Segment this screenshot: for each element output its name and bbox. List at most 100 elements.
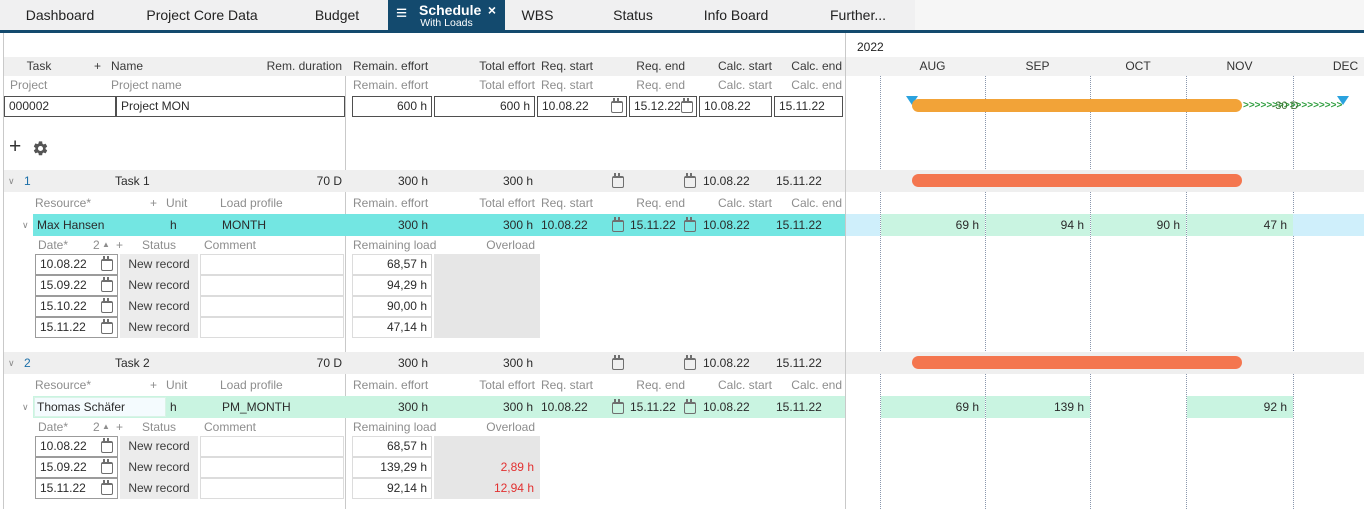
calc-end-value: 15.11.22 bbox=[779, 99, 825, 113]
project-req-end-field[interactable]: 15.12.22 bbox=[629, 96, 697, 117]
tab-info-board[interactable]: Info Board bbox=[703, 7, 769, 23]
record-remaining-load: 94,29 h bbox=[352, 275, 432, 296]
record-comment-field[interactable] bbox=[200, 436, 344, 457]
chevron-down-icon[interactable]: ∨ bbox=[8, 358, 15, 368]
menu-icon[interactable]: ≡ bbox=[396, 3, 408, 24]
chevron-down-icon[interactable]: ∨ bbox=[22, 402, 29, 412]
project-id-field[interactable]: 000002 bbox=[4, 96, 116, 117]
calendar-icon[interactable] bbox=[681, 98, 693, 113]
col-remaining-load: Remaining load bbox=[353, 420, 437, 434]
calendar-icon[interactable] bbox=[612, 399, 624, 414]
add-task-button[interactable]: + bbox=[9, 135, 22, 158]
project-calc-start-field[interactable]: 10.08.22 bbox=[699, 96, 772, 117]
resource-req-end: 15.11.22 bbox=[630, 400, 676, 414]
project-total-effort-field[interactable]: 600 h bbox=[434, 96, 535, 117]
resource-unit: h bbox=[170, 400, 177, 414]
start-date-marker[interactable] bbox=[906, 96, 918, 105]
resource-name-field[interactable] bbox=[34, 397, 166, 417]
task-row[interactable]: ∨ 2 Task 2 70 D 300 h 300 h 10.08.22 15.… bbox=[4, 352, 845, 374]
resource-calc-end: 15.11.22 bbox=[776, 218, 822, 232]
calendar-icon[interactable] bbox=[612, 173, 624, 188]
total-effort-value: 600 h bbox=[499, 99, 530, 113]
add-record-column-button[interactable]: + bbox=[116, 420, 124, 434]
chevron-down-icon[interactable]: ∨ bbox=[8, 176, 15, 186]
active-tab-label: Schedule bbox=[419, 2, 482, 18]
gantt-divider[interactable] bbox=[845, 33, 846, 509]
project-calc-end-field[interactable]: 15.11.22 bbox=[774, 96, 843, 117]
record-comment-field[interactable] bbox=[200, 478, 344, 499]
task-calc-start: 10.08.22 bbox=[703, 174, 750, 188]
add-resource-column-button[interactable]: + bbox=[150, 378, 158, 392]
sort-asc-icon[interactable]: ▲ bbox=[102, 422, 110, 431]
calendar-icon[interactable] bbox=[612, 355, 624, 370]
calendar-icon[interactable] bbox=[101, 298, 113, 313]
calendar-icon[interactable] bbox=[101, 438, 113, 453]
project-gantt-bar[interactable] bbox=[912, 99, 1242, 112]
tab-budget[interactable]: Budget bbox=[314, 7, 360, 23]
sort-indicator[interactable]: 2 bbox=[93, 238, 100, 252]
col-calc-start: Calc. start bbox=[717, 78, 772, 92]
tab-wbs[interactable]: WBS bbox=[521, 7, 554, 23]
settings-gear-icon[interactable] bbox=[32, 140, 49, 157]
record-comment-field[interactable] bbox=[200, 457, 344, 478]
record-date-field[interactable]: 15.09.22 bbox=[35, 457, 118, 478]
project-name-field[interactable]: Project MON bbox=[116, 96, 345, 117]
calendar-icon[interactable] bbox=[612, 217, 624, 232]
tab-status[interactable]: Status bbox=[613, 7, 653, 23]
tab-schedule-active[interactable]: ≡ Schedule × With Loads bbox=[388, 0, 505, 33]
record-comment-field[interactable] bbox=[200, 275, 344, 296]
add-column-button[interactable]: + bbox=[94, 59, 102, 73]
task-calc-start: 10.08.22 bbox=[703, 356, 750, 370]
record-comment-field[interactable] bbox=[200, 296, 344, 317]
end-date-marker[interactable] bbox=[1337, 96, 1349, 105]
resource-row-selected[interactable]: ∨ Max Hansen h MONTH 300 h 300 h 10.08.2… bbox=[4, 214, 845, 236]
tab-dashboard[interactable]: Dashboard bbox=[25, 7, 95, 23]
tab-project-core-data[interactable]: Project Core Data bbox=[146, 7, 258, 23]
resource-row[interactable]: ∨ Thomas Schäfer h PM_MONTH 300 h 300 h … bbox=[4, 396, 845, 418]
task-calc-end: 15.11.22 bbox=[776, 356, 822, 370]
calendar-icon[interactable] bbox=[101, 459, 113, 474]
resource-total-effort: 300 h bbox=[502, 400, 533, 414]
calendar-icon[interactable] bbox=[101, 480, 113, 495]
add-record-column-button[interactable]: + bbox=[116, 238, 124, 252]
calendar-icon[interactable] bbox=[101, 277, 113, 292]
calendar-icon[interactable] bbox=[684, 355, 696, 370]
record-remaining-load: 68,57 h bbox=[352, 436, 432, 457]
record-date-field[interactable]: 10.08.22 bbox=[35, 254, 118, 275]
slack-arrows: >>>>>>>>>>>>>>>>>>>>>>>>>>>> bbox=[1243, 100, 1342, 111]
record-comment-field[interactable] bbox=[200, 254, 344, 275]
col-req-start: Req. start bbox=[541, 196, 594, 210]
record-header-row: Date* 2 ▲ + Status Comment Remaining loa… bbox=[4, 418, 845, 436]
col-calc-start: Calc. start bbox=[717, 196, 772, 210]
record-comment-field[interactable] bbox=[200, 317, 344, 338]
task-gantt-bar[interactable] bbox=[912, 174, 1242, 187]
record-date-field[interactable]: 10.08.22 bbox=[35, 436, 118, 457]
calendar-icon[interactable] bbox=[684, 217, 696, 232]
project-req-start-field[interactable]: 10.08.22 bbox=[537, 96, 627, 117]
col-req-end: Req. end bbox=[636, 78, 685, 92]
gantt-gridline bbox=[1090, 76, 1091, 509]
record-date-field[interactable]: 15.09.22 bbox=[35, 275, 118, 296]
tab-further[interactable]: Further... bbox=[829, 7, 887, 23]
add-resource-column-button[interactable]: + bbox=[150, 196, 158, 210]
resource-header-row: Resource* + Unit Load profile Remain. ef… bbox=[4, 194, 845, 213]
record-date-field[interactable]: 15.11.22 bbox=[35, 317, 118, 338]
chevron-down-icon[interactable]: ∨ bbox=[22, 220, 29, 230]
calendar-icon[interactable] bbox=[684, 399, 696, 414]
req-start-value: 10.08.22 bbox=[542, 99, 589, 113]
calendar-icon[interactable] bbox=[684, 173, 696, 188]
sort-asc-icon[interactable]: ▲ bbox=[102, 240, 110, 249]
sort-indicator[interactable]: 2 bbox=[93, 420, 100, 434]
record-date-field[interactable]: 15.11.22 bbox=[35, 478, 118, 499]
calendar-icon[interactable] bbox=[611, 98, 623, 113]
task-gantt-bar[interactable] bbox=[912, 356, 1242, 369]
project-remain-effort-field[interactable]: 600 h bbox=[352, 96, 432, 117]
task-row[interactable]: ∨ 1 Task 1 70 D 300 h 300 h 10.08.22 15.… bbox=[4, 170, 845, 192]
calendar-icon[interactable] bbox=[101, 319, 113, 334]
calendar-icon[interactable] bbox=[101, 256, 113, 271]
resource-header-row: Resource* + Unit Load profile Remain. ef… bbox=[4, 376, 845, 395]
col-overload: Overload bbox=[486, 420, 535, 434]
record-date-field[interactable]: 15.10.22 bbox=[35, 296, 118, 317]
col-name: Name bbox=[111, 59, 144, 73]
close-icon[interactable]: × bbox=[487, 2, 496, 18]
